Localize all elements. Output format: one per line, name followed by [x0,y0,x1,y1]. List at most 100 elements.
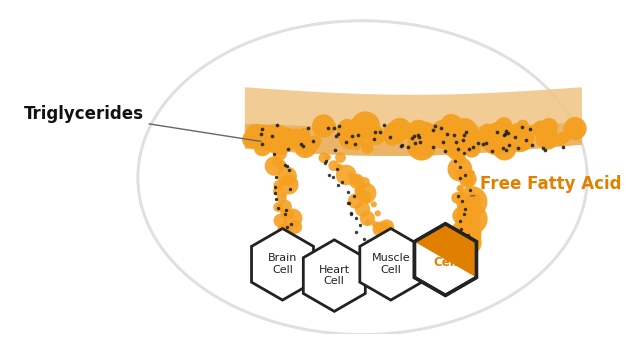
Point [336,155,346,160]
Point [279,241,289,246]
Polygon shape [415,224,476,295]
Point [440,148,450,153]
Point [498,146,509,151]
Point [396,142,406,148]
Point [390,130,401,136]
Point [351,177,361,182]
Text: Fat
Cell: Fat Cell [433,241,458,269]
Point [462,233,473,238]
Point [453,130,464,136]
Point [403,144,413,150]
Point [257,131,267,137]
Point [452,195,462,201]
Point [289,246,299,251]
Polygon shape [251,228,314,300]
Point [395,127,405,132]
Point [468,144,478,149]
Point [287,216,298,221]
Point [536,127,546,132]
Point [359,236,370,241]
Point [383,240,393,245]
Point [289,244,299,249]
Point [409,131,419,136]
Point [465,187,475,193]
Point [430,123,440,129]
Point [352,144,362,149]
Point [283,146,293,152]
Point [415,140,426,145]
Point [296,141,306,147]
Point [329,148,340,153]
Point [285,186,296,192]
Text: Muscle
Cell: Muscle Cell [372,254,410,275]
Point [428,127,439,133]
Point [280,232,290,238]
Point [329,163,339,169]
Point [463,178,473,183]
Point [570,126,580,131]
Point [303,125,314,131]
Point [343,140,354,145]
Point [276,196,287,202]
Point [294,140,305,146]
Point [518,123,528,129]
Point [310,144,320,149]
Point [308,138,318,144]
Point [487,149,497,154]
Point [451,140,461,145]
Point [275,151,285,156]
Point [345,135,356,141]
Point [538,146,548,151]
Point [491,138,502,143]
Point [270,190,280,195]
Point [448,146,458,152]
Point [347,133,357,139]
Point [416,143,426,149]
Point [349,141,359,147]
Point [459,150,469,155]
Point [500,146,510,152]
Point [557,144,568,150]
Point [452,150,462,156]
Point [501,147,511,153]
Point [318,123,329,129]
Polygon shape [245,87,582,156]
Ellipse shape [140,22,586,333]
Point [279,238,289,244]
Point [464,240,475,245]
Point [359,180,370,185]
Point [517,138,527,143]
Point [333,182,343,188]
Point [410,140,420,146]
Point [460,206,471,212]
Point [463,176,473,182]
Point [343,200,354,206]
Point [455,218,465,224]
Point [271,196,282,202]
Point [527,126,537,131]
Point [370,129,380,135]
Point [273,189,283,194]
Point [458,130,469,136]
Point [467,146,477,152]
Point [408,133,419,139]
Point [423,134,433,139]
Point [502,130,512,136]
Point [332,167,342,172]
Point [498,123,509,129]
Point [269,151,279,157]
Point [355,222,365,227]
Point [372,211,383,216]
Point [284,168,294,173]
Point [514,135,525,140]
Point [525,127,535,132]
Polygon shape [303,240,365,311]
Point [437,126,447,131]
Point [334,165,345,171]
Polygon shape [360,228,422,300]
Point [453,193,464,199]
Point [388,134,398,140]
Point [449,132,459,138]
Point [473,141,483,146]
Point [271,174,281,180]
